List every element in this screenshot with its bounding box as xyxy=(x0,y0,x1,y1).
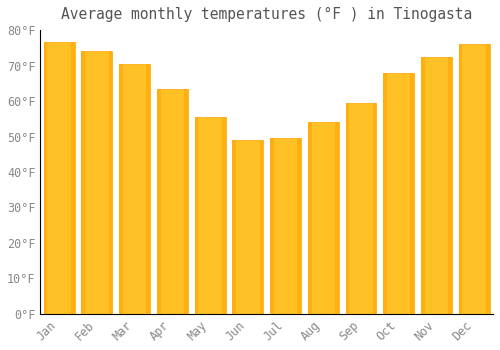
Bar xyxy=(335,122,338,314)
Bar xyxy=(222,117,226,314)
Bar xyxy=(298,138,301,314)
Bar xyxy=(44,42,74,314)
Bar xyxy=(184,89,188,314)
Bar xyxy=(270,138,274,314)
Bar xyxy=(119,64,150,314)
Bar xyxy=(308,122,338,314)
Bar xyxy=(260,140,264,314)
Bar xyxy=(270,138,301,314)
Bar xyxy=(448,57,452,314)
Bar xyxy=(421,57,424,314)
Bar xyxy=(82,51,112,314)
Title: Average monthly temperatures (°F ) in Tinogasta: Average monthly temperatures (°F ) in Ti… xyxy=(61,7,472,22)
Bar xyxy=(384,73,387,314)
Bar xyxy=(346,103,349,314)
Bar xyxy=(373,103,376,314)
Bar xyxy=(458,44,490,314)
Bar xyxy=(232,140,236,314)
Bar xyxy=(157,89,160,314)
Bar xyxy=(157,89,188,314)
Bar xyxy=(71,42,74,314)
Bar xyxy=(119,64,123,314)
Bar xyxy=(458,44,462,314)
Bar xyxy=(232,140,264,314)
Bar xyxy=(194,117,226,314)
Bar xyxy=(346,103,376,314)
Bar xyxy=(108,51,112,314)
Bar xyxy=(146,64,150,314)
Bar xyxy=(194,117,198,314)
Bar xyxy=(308,122,312,314)
Bar xyxy=(82,51,85,314)
Bar xyxy=(384,73,414,314)
Bar xyxy=(486,44,490,314)
Bar xyxy=(421,57,452,314)
Bar xyxy=(410,73,414,314)
Bar xyxy=(44,42,48,314)
